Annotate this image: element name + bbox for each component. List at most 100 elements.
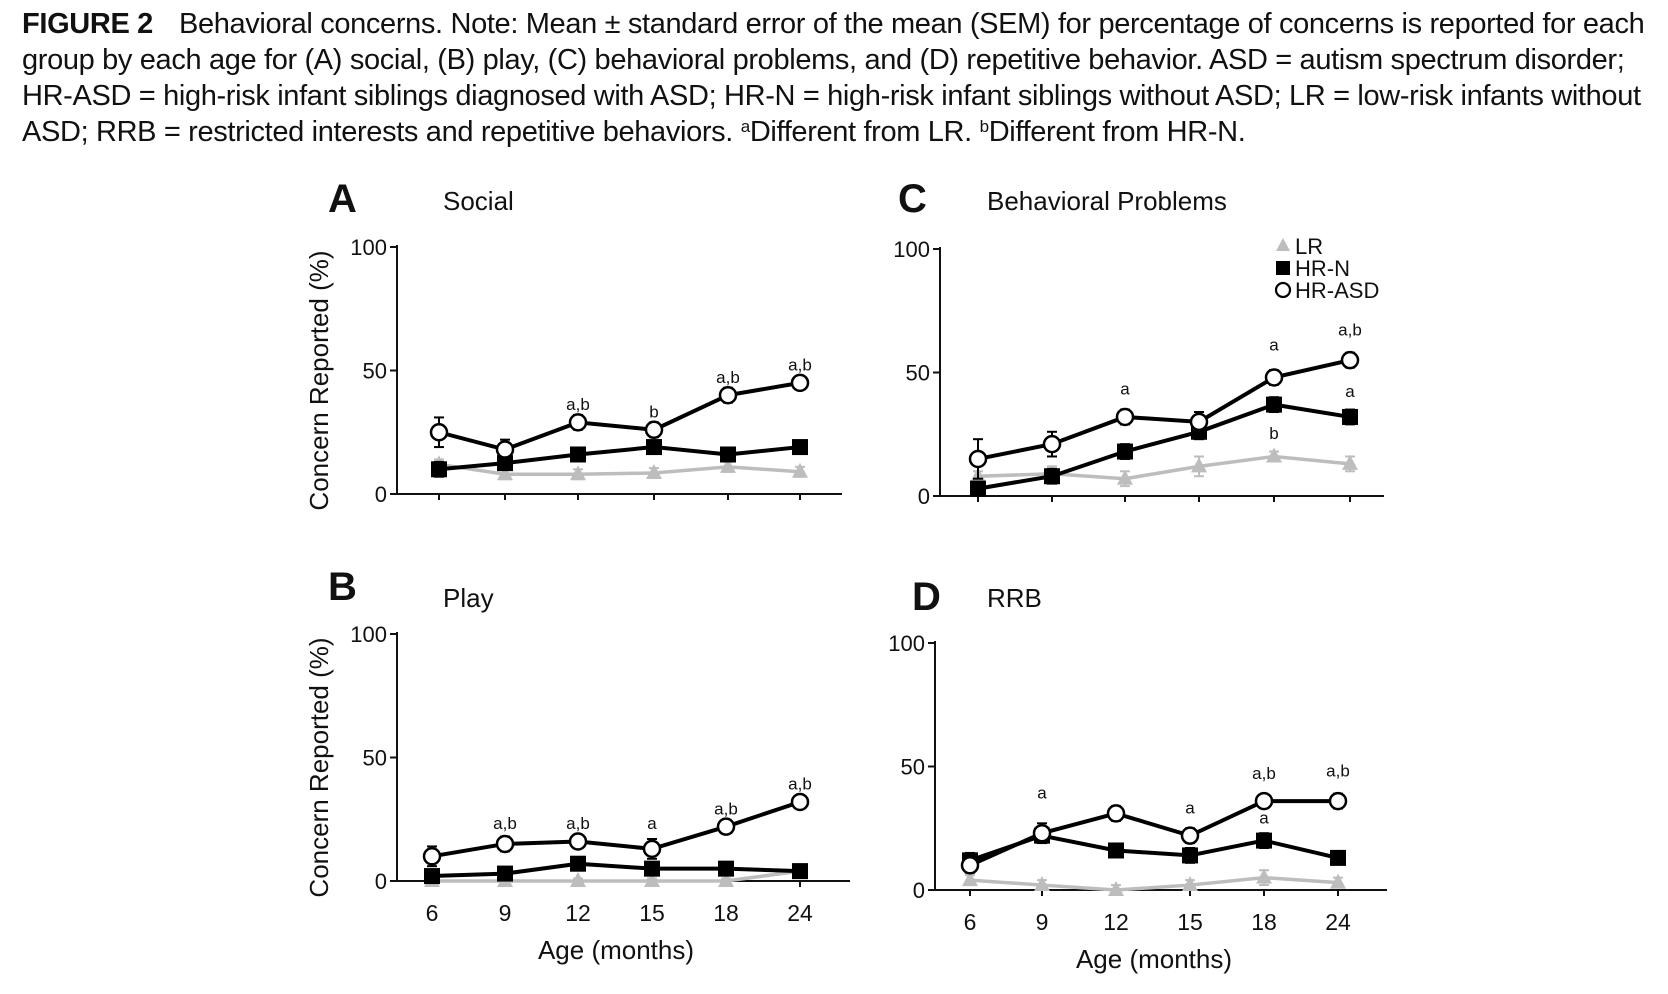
y-tick-label: 0 xyxy=(913,878,925,903)
data-point-LR xyxy=(792,462,808,478)
data-point-HR-N xyxy=(1330,849,1346,866)
panel-letter: B xyxy=(328,565,357,609)
x-tick-label: 24 xyxy=(787,900,813,926)
data-point-HR-ASD xyxy=(1328,791,1348,811)
series-LR xyxy=(970,447,1358,488)
significance-label: a,b xyxy=(566,395,590,414)
data-point-HR-N xyxy=(1044,468,1060,485)
data-point-HR-ASD xyxy=(1189,412,1209,432)
data-point-HR-ASD xyxy=(642,839,662,859)
series-HR-N xyxy=(962,827,1346,869)
panel-title: Behavioral Problems xyxy=(987,186,1227,216)
data-point-HR-ASD xyxy=(1106,804,1126,823)
x-tick-label: 6 xyxy=(964,909,977,935)
series-LR xyxy=(431,455,808,481)
series-HR-N xyxy=(424,855,808,885)
panel-C: C Behavioral Problems 0 50 100 a a b a,b a xyxy=(893,177,1384,509)
data-point-LR xyxy=(718,872,734,887)
series-HR-ASD xyxy=(429,373,810,461)
series-LR xyxy=(962,868,1346,896)
legend-marker-LR xyxy=(1276,238,1290,251)
y-tick-label: 0 xyxy=(375,869,387,894)
panel-A: A Social 0 50 100 Concern Reported (%) a,b b a,b… xyxy=(304,177,842,511)
data-point-HR-ASD xyxy=(495,834,515,854)
y-tick-label: 50 xyxy=(363,359,387,384)
data-point-HR-N xyxy=(431,461,447,478)
data-point-HR-ASD xyxy=(1340,350,1360,370)
data-point-HR-ASD xyxy=(718,385,738,405)
x-tick-label: 18 xyxy=(713,900,739,926)
data-point-LR xyxy=(646,464,662,480)
series-line-HR-ASD xyxy=(431,800,801,859)
data-point-HR-N xyxy=(1117,443,1133,460)
data-point-HR-N xyxy=(497,865,513,882)
x-tick-label: 15 xyxy=(1177,909,1203,935)
x-tick-label: 9 xyxy=(499,900,512,926)
series-line-LR xyxy=(438,462,801,476)
data-point-HR-N xyxy=(720,446,736,463)
significance-label: a,b xyxy=(566,814,590,833)
x-tick-label: 12 xyxy=(565,900,591,926)
data-point-LR xyxy=(1330,873,1346,889)
significance-label: a xyxy=(1120,380,1130,399)
x-tick-label: 9 xyxy=(1036,909,1049,935)
legend-marker-HR-N xyxy=(1276,261,1290,275)
data-point-HR-ASD xyxy=(568,413,588,432)
data-point-LR xyxy=(1034,876,1050,892)
data-point-HR-N xyxy=(970,480,986,497)
significance-label: a,b xyxy=(714,799,738,818)
y-tick-label: 0 xyxy=(918,484,930,509)
data-point-HR-N xyxy=(646,439,662,456)
series-line-HR-ASD xyxy=(438,380,801,452)
data-point-LR xyxy=(1117,469,1133,485)
legend-marker-HR-ASD xyxy=(1274,281,1292,299)
x-tick-label: 24 xyxy=(1325,909,1351,935)
data-point-HR-N xyxy=(570,446,586,463)
data-point-HR-ASD xyxy=(1254,791,1274,811)
data-point-HR-N xyxy=(570,855,586,872)
data-point-HR-ASD xyxy=(1264,368,1284,387)
data-point-HR-ASD xyxy=(1180,826,1200,845)
data-point-HR-N xyxy=(1342,408,1358,425)
data-point-HR-ASD xyxy=(1115,407,1135,427)
data-point-HR-ASD xyxy=(716,817,736,836)
x-tick-label: 6 xyxy=(426,900,439,926)
data-point-HR-N xyxy=(792,439,808,456)
y-tick-label: 50 xyxy=(901,755,925,780)
x-tick-label: 12 xyxy=(1103,909,1129,935)
data-point-HR-ASD xyxy=(495,440,515,459)
significance-label: a xyxy=(1345,382,1355,401)
series-HR-N xyxy=(431,439,808,478)
significance-label: a,b xyxy=(788,775,812,794)
y-tick-label: 0 xyxy=(375,482,387,507)
data-point-HR-N xyxy=(1108,842,1124,859)
x-tick-label: 18 xyxy=(1251,909,1277,935)
significance-label: b xyxy=(1269,424,1278,443)
significance-label: a,b xyxy=(1326,761,1350,780)
data-point-HR-N xyxy=(1182,847,1198,864)
panel-letter: D xyxy=(912,575,941,619)
data-point-HR-ASD xyxy=(422,847,442,866)
data-point-LR xyxy=(570,872,586,887)
significance-label: a xyxy=(1185,798,1195,817)
series-line-HR-ASD xyxy=(977,358,1351,461)
caption-text: Behavioral concerns. Note: Mean ± standa… xyxy=(22,8,1645,148)
significance-label: a,b xyxy=(788,356,812,375)
y-tick-label: 50 xyxy=(906,361,930,386)
data-point-LR xyxy=(497,465,513,481)
footnote-b-marker: b xyxy=(979,117,989,136)
significance-label: a xyxy=(1269,335,1279,354)
series-HR-ASD xyxy=(968,350,1360,480)
panel-title: Social xyxy=(443,186,514,216)
data-point-HR-ASD xyxy=(1042,434,1062,454)
data-point-LR xyxy=(1266,447,1282,463)
series-line-HR-ASD xyxy=(969,799,1338,868)
y-axis-label: Concern Reported (%) xyxy=(304,637,334,897)
significance-label: a,b xyxy=(493,814,517,833)
significance-label: a xyxy=(1259,808,1269,827)
x-tick-label: 15 xyxy=(639,900,665,926)
data-point-HR-ASD xyxy=(1032,823,1052,843)
panel-letter: C xyxy=(898,177,927,221)
